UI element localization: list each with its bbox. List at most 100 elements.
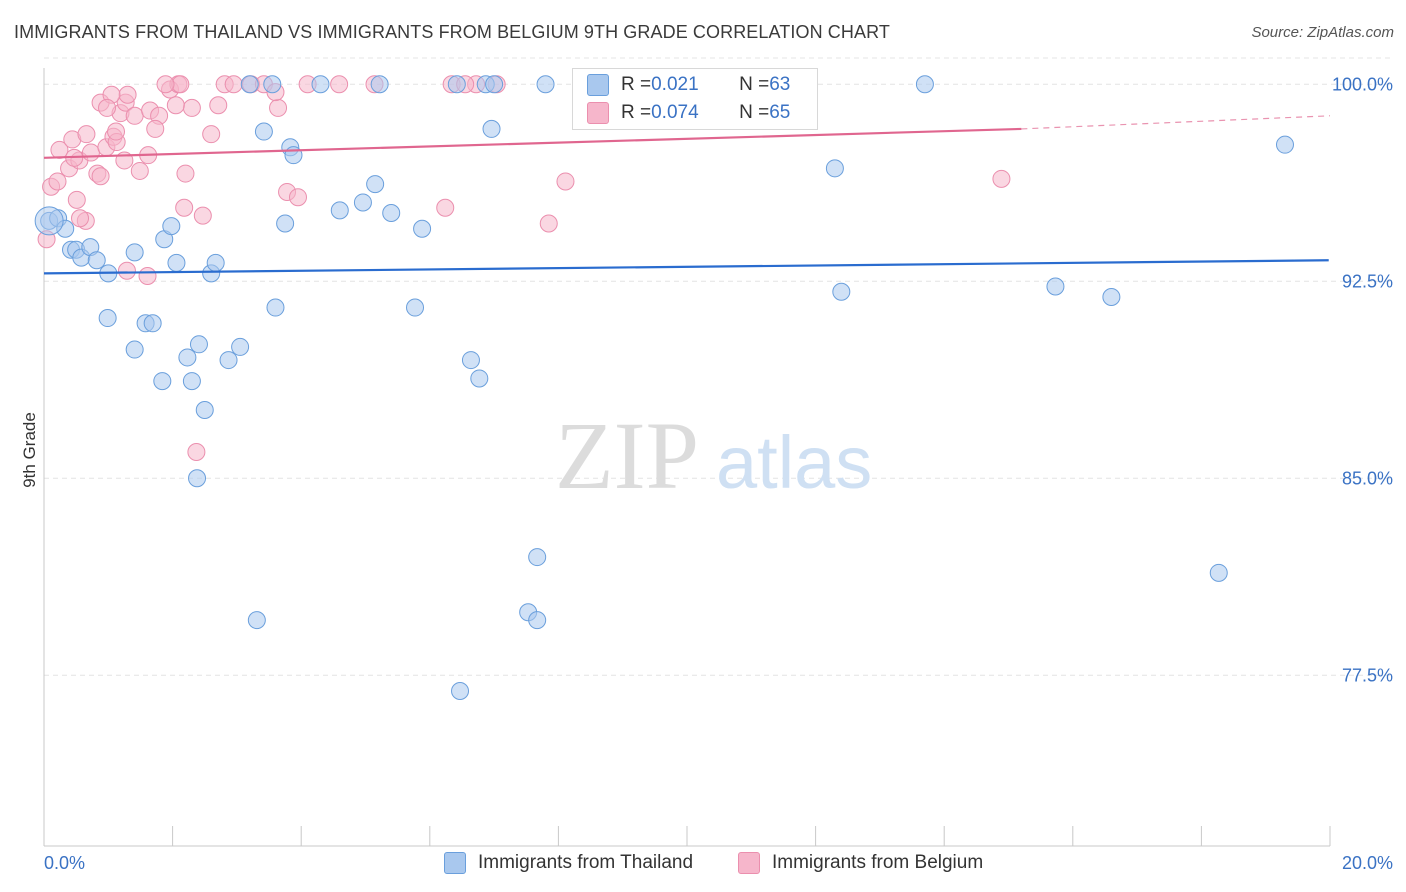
- thailand-point: [34, 206, 64, 236]
- thailand-point: [143, 314, 162, 333]
- bottom-legend-belgium: Immigrants from Belgium: [738, 852, 983, 874]
- thailand-point: [1275, 135, 1294, 154]
- thailand-point: [353, 193, 372, 212]
- thailand-point: [263, 75, 282, 94]
- belgium-point: [118, 85, 137, 104]
- watermark-atlas: atlas: [716, 421, 872, 504]
- thailand-point: [447, 75, 466, 94]
- thailand-point: [406, 298, 425, 317]
- belgium-point: [436, 198, 455, 217]
- belgium-point: [130, 161, 149, 180]
- belgium-point: [81, 143, 100, 162]
- legend-r-label: R =: [621, 74, 652, 95]
- thailand-point: [528, 611, 547, 630]
- belgium-point: [91, 167, 110, 186]
- thailand-point: [1046, 277, 1065, 296]
- belgium-point: [146, 119, 165, 138]
- belgium-point: [992, 169, 1011, 188]
- belgium-point: [269, 98, 288, 117]
- thailand-point: [451, 682, 470, 701]
- belgium-points: [37, 75, 1011, 461]
- thailand-point: [330, 201, 349, 220]
- thailand-point: [825, 159, 844, 178]
- thailand-point: [206, 253, 225, 272]
- thailand-point: [311, 75, 330, 94]
- thailand-point: [125, 340, 144, 359]
- thailand-point: [125, 243, 144, 262]
- thailand-point: [832, 282, 851, 301]
- legend-r-value: 0.074: [651, 102, 699, 123]
- thailand-swatch: [587, 74, 609, 96]
- belgium-swatch: [587, 102, 609, 124]
- belgium-point: [224, 75, 243, 94]
- belgium-point: [71, 209, 90, 228]
- legend-r-value: 0.021: [651, 74, 699, 95]
- axes: [43, 68, 1331, 847]
- belgium-point: [176, 164, 195, 183]
- belgium-point: [98, 98, 117, 117]
- bottom-legend-label: Immigrants from Thailand: [478, 852, 694, 873]
- bottom-legend-thailand: Immigrants from Thailand: [444, 852, 693, 874]
- thailand-point: [915, 75, 934, 94]
- belgium-point: [48, 172, 67, 191]
- thailand-point: [231, 337, 250, 356]
- thailand-point: [413, 219, 432, 238]
- belgium-point: [138, 267, 157, 286]
- thailand-point: [382, 203, 401, 222]
- thailand-point: [266, 298, 285, 317]
- tick-labels: 77.5% 85.0% 92.5% 100.0% 0.0% 20.0%: [44, 74, 1393, 873]
- grid-lines: [44, 57, 1392, 676]
- belgium-point: [187, 443, 206, 461]
- thailand-point: [1102, 288, 1121, 307]
- y-tick-label: 77.5%: [1342, 665, 1393, 685]
- belgium-point: [117, 261, 136, 280]
- thailand-point: [536, 75, 555, 94]
- y-tick-label: 100.0%: [1332, 74, 1393, 94]
- thailand-point: [276, 214, 295, 233]
- thailand-trend-line: [43, 259, 1329, 275]
- trend-lines: [43, 115, 1331, 275]
- belgium-point: [209, 96, 228, 115]
- thailand-point: [366, 175, 385, 194]
- belgium-point: [193, 206, 212, 225]
- thailand-swatch: [444, 852, 466, 874]
- thailand-point: [195, 400, 214, 419]
- legend-n-label: N =: [739, 102, 770, 123]
- thailand-point: [247, 611, 266, 630]
- thailand-point: [182, 372, 201, 391]
- thailand-point: [485, 75, 504, 94]
- belgium-point: [156, 75, 175, 94]
- thailand-point: [528, 548, 547, 567]
- legend-box: R = 0.021 N = 63 R = 0.074 N = 65: [572, 68, 818, 130]
- bottom-legend-label: Immigrants from Belgium: [772, 852, 984, 873]
- belgium-point: [539, 214, 558, 233]
- source-credit: Source: ZipAtlas.com: [1251, 24, 1394, 41]
- legend-n-value: 63: [769, 74, 791, 95]
- belgium-point: [166, 96, 185, 115]
- legend-n-label: N =: [739, 74, 770, 95]
- y-tick-label: 85.0%: [1342, 468, 1393, 488]
- x-tick-label: 0.0%: [44, 853, 85, 873]
- legend-r-label: R =: [621, 102, 652, 123]
- belgium-point: [107, 122, 126, 141]
- y-tick-label: 92.5%: [1342, 271, 1393, 291]
- thailand-point: [470, 369, 489, 388]
- belgium-point: [288, 188, 307, 207]
- belgium-point: [330, 75, 349, 94]
- watermark-zip: ZIP: [555, 402, 699, 509]
- legend-row-thailand: R = 0.021 N = 63: [587, 73, 790, 97]
- y-axis-label: 9th Grade: [20, 412, 39, 488]
- thailand-point: [1209, 563, 1228, 582]
- chart-title: IMMIGRANTS FROM THAILAND VS IMMIGRANTS F…: [14, 22, 890, 42]
- thailand-points: [34, 75, 1294, 701]
- belgium-point: [556, 172, 575, 191]
- thailand-point: [189, 335, 208, 354]
- thailand-point: [178, 348, 197, 367]
- belgium-point: [182, 98, 201, 117]
- thailand-point: [153, 372, 172, 391]
- thailand-point: [461, 351, 480, 370]
- belgium-point: [202, 125, 221, 144]
- thailand-point: [240, 75, 259, 94]
- thailand-point: [219, 351, 238, 370]
